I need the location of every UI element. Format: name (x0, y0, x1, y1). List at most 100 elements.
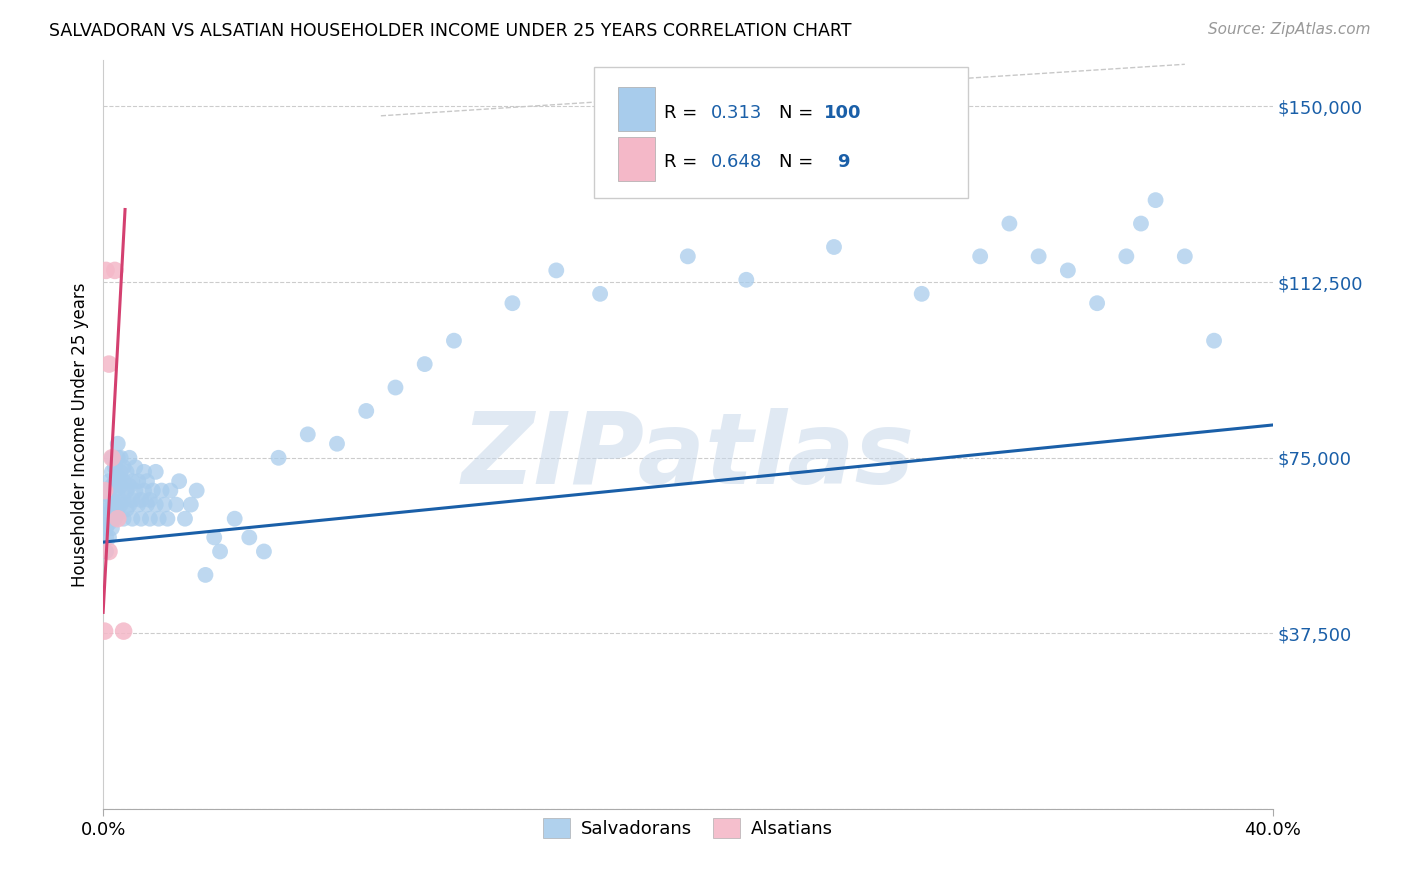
Point (132, 465, 155, 479)
Point (165, 498, 187, 512)
Point (101, 492, 124, 507)
Point (145, 465, 167, 479)
Point (112, 624, 135, 639)
Point (115, 465, 138, 479)
Point (267, 450, 290, 465)
Point (94, 544, 117, 558)
Text: N =: N = (779, 103, 820, 122)
Text: 0.648: 0.648 (711, 153, 762, 171)
Point (139, 492, 162, 507)
Point (118, 498, 141, 512)
Point (104, 263, 127, 277)
Point (546, 263, 568, 277)
Point (129, 492, 152, 507)
Point (94, 511, 117, 525)
Point (110, 498, 132, 512)
Point (94, 263, 117, 277)
Point (112, 474, 135, 488)
Point (139, 511, 162, 525)
Point (107, 507, 129, 521)
Point (1144, 193, 1167, 207)
Point (676, 249, 699, 263)
Point (167, 474, 190, 488)
Text: ZIPatlas: ZIPatlas (461, 409, 914, 506)
Point (1085, 296, 1108, 310)
Point (238, 531, 260, 545)
Text: R =: R = (665, 103, 703, 122)
FancyBboxPatch shape (617, 87, 655, 131)
Point (413, 357, 436, 371)
Y-axis label: Householder Income Under 25 years: Householder Income Under 25 years (72, 282, 89, 587)
FancyBboxPatch shape (617, 136, 655, 181)
Point (112, 492, 135, 507)
Point (101, 521, 124, 535)
Point (132, 483, 155, 498)
Text: R =: R = (665, 153, 703, 171)
Point (121, 492, 143, 507)
Point (110, 465, 132, 479)
Point (127, 498, 149, 512)
Point (148, 511, 170, 525)
Point (107, 511, 129, 525)
Point (98, 544, 121, 558)
Point (101, 450, 124, 465)
Point (94, 521, 117, 535)
FancyBboxPatch shape (595, 67, 969, 198)
Point (110, 450, 132, 465)
Point (194, 568, 217, 582)
Point (115, 502, 138, 516)
Point (98, 474, 121, 488)
Point (104, 511, 127, 525)
Point (253, 544, 276, 558)
Point (104, 483, 127, 498)
Point (150, 483, 173, 498)
Point (110, 479, 132, 493)
Point (1202, 334, 1225, 348)
Point (121, 474, 143, 488)
Point (107, 450, 129, 465)
Point (224, 511, 246, 525)
Point (115, 483, 138, 498)
Point (209, 544, 232, 558)
Point (98, 507, 121, 521)
Point (159, 483, 181, 498)
Point (136, 474, 159, 488)
Point (98, 357, 121, 371)
Point (101, 450, 124, 465)
Point (998, 217, 1021, 231)
Point (98, 531, 121, 545)
Point (118, 450, 141, 465)
Text: 9: 9 (838, 153, 851, 171)
Point (101, 465, 124, 479)
Text: 100: 100 (824, 103, 860, 122)
Point (153, 498, 176, 512)
Point (911, 286, 934, 301)
Point (1057, 263, 1080, 277)
Point (129, 511, 152, 525)
Point (1129, 217, 1152, 231)
Point (384, 380, 406, 394)
Text: N =: N = (779, 153, 820, 171)
Point (142, 483, 165, 498)
Point (124, 483, 146, 498)
Text: SALVADORAN VS ALSATIAN HOUSEHOLDER INCOME UNDER 25 YEARS CORRELATION CHART: SALVADORAN VS ALSATIAN HOUSEHOLDER INCOM… (49, 22, 852, 40)
Point (735, 273, 758, 287)
Point (94, 531, 117, 545)
Point (98, 516, 121, 531)
Point (1028, 249, 1050, 263)
Point (354, 404, 377, 418)
Point (101, 479, 124, 493)
Point (589, 286, 612, 301)
Point (107, 436, 129, 450)
Point (94, 498, 117, 512)
Point (443, 334, 465, 348)
Point (121, 511, 143, 525)
Point (124, 460, 146, 475)
Point (297, 427, 319, 442)
Point (1115, 249, 1137, 263)
Point (174, 511, 197, 525)
Point (202, 531, 225, 545)
Point (136, 498, 159, 512)
Point (98, 502, 121, 516)
Point (156, 511, 179, 525)
